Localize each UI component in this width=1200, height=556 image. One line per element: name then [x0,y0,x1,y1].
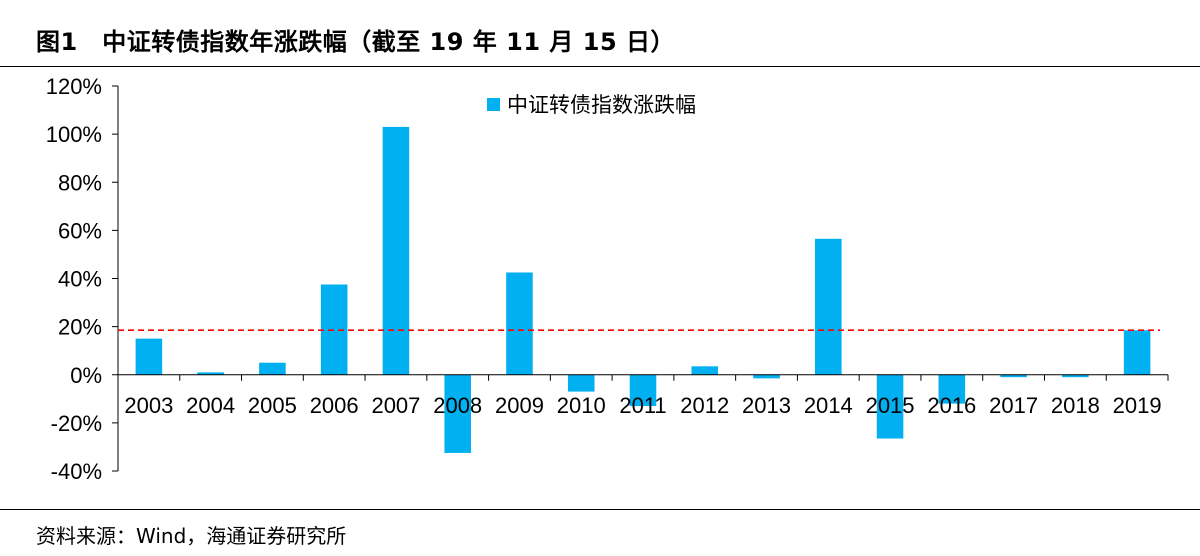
x-tick-label: 2013 [742,393,791,418]
x-tick-label: 2011 [619,393,666,418]
bar-2009 [506,272,533,375]
y-tick-label: 100% [46,122,102,147]
x-tick-label: 2006 [310,393,359,418]
bar-2005 [259,362,286,375]
bar-2012 [691,366,719,375]
bar-2015 [876,374,904,439]
legend: 中证转债指数涨跌幅 [487,94,696,117]
x-tick-label: 2015 [866,393,915,418]
x-tick-label: 2004 [186,393,235,418]
y-tick-label: 60% [58,218,102,243]
y-tick-label: 40% [58,267,102,292]
figure-header: 图1 中证转债指数年涨跌幅（截至 19 年 11 月 15 日） [0,0,1200,68]
legend-swatch [487,98,500,111]
bar-2017 [1000,374,1027,378]
y-tick-label: 80% [58,170,102,195]
legend-label: 中证转债指数涨跌幅 [507,94,696,117]
bar-chart: -40%-20%0%20%40%60%80%100%120% 2003 2004 2… [46,74,1169,484]
x-tick-label: 2016 [927,393,976,418]
bar-2010 [567,374,595,392]
x-tick-label: 2010 [557,393,606,418]
bar-2016 [938,374,966,404]
bar-2014 [815,238,842,375]
bar-2013 [753,374,780,379]
y-tick-label: 120% [46,74,102,99]
bar-2019 [1123,330,1151,375]
x-tick-label: 2003 [124,393,173,418]
bar-2011 [629,374,657,407]
top-divider [0,66,1200,67]
x-tick-label: 2014 [804,393,853,418]
y-axis: -40% -20% 0% 20% 40% 60% 80% 100% 120% [46,74,119,484]
y-tick-label: -40% [51,459,102,484]
x-tick-label: 2007 [371,393,420,418]
x-tick-label: 2018 [1051,393,1100,418]
x-tick-label: 2017 [989,393,1038,418]
bar-2007 [382,126,410,375]
x-tick-label: 2008 [433,393,482,418]
bar-2018 [1062,374,1089,378]
bottom-divider [0,509,1200,510]
x-tick-label: 2012 [680,393,729,418]
y-tick-label: 0% [70,363,102,388]
bar-2008 [444,374,471,453]
figure-title: 图1 中证转债指数年涨跌幅（截至 19 年 11 月 15 日） [36,28,676,56]
x-tick-label: 2019 [1113,393,1162,418]
y-tick-label: 20% [58,315,102,340]
bar-2003 [135,338,163,375]
source-note: 资料来源：Wind，海通证券研究所 [36,524,347,548]
x-tick-label: 2005 [248,393,297,418]
bar-2004 [197,372,224,375]
x-axis: 2003 2004 2005 2006 2007 2008 2009 2010 2011 2012… [117,374,1169,418]
x-tick-label: 2009 [495,393,544,418]
y-tick-label: -20% [51,411,102,436]
